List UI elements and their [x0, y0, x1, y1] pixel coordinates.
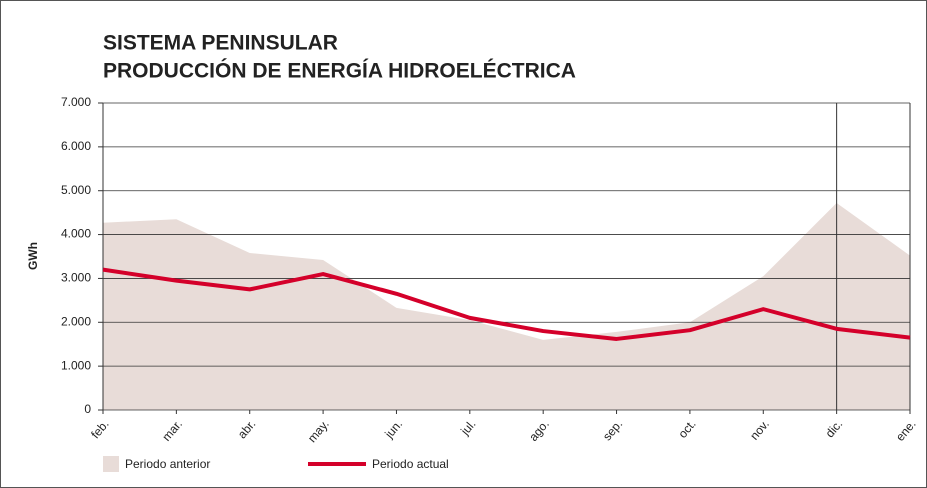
- x-tick-label: nov.: [747, 417, 772, 443]
- y-axis-label: GWh: [26, 242, 40, 270]
- y-tick-label: 3.000: [61, 271, 91, 285]
- x-tick-label: mar.: [159, 417, 185, 444]
- y-tick-label: 4.000: [61, 227, 91, 241]
- x-tick-label: abr.: [235, 417, 259, 441]
- line: [102, 267, 911, 341]
- area: [103, 202, 910, 410]
- legend-label: Periodo anterior: [125, 457, 210, 471]
- x-tick-label: jul.: [457, 417, 478, 439]
- chart-title: SISTEMA PENINSULAR: [103, 32, 338, 55]
- x-tick-label: feb.: [88, 417, 112, 441]
- y-tick-label: 7.000: [61, 95, 91, 109]
- chart-title: PRODUCCIÓN DE ENERGÍA HIDROELÉCTRICA: [103, 59, 576, 83]
- y-tick-label: 2.000: [61, 314, 91, 328]
- y-tick-label: 1.000: [61, 358, 91, 372]
- x-tick-label: may.: [305, 417, 332, 445]
- legend-swatch: [103, 456, 119, 472]
- x-tick-label: ago.: [526, 417, 552, 444]
- y-tick-label: 5.000: [61, 183, 91, 197]
- y-tick-label: 0: [84, 402, 91, 416]
- legend-label: Periodo actual: [372, 457, 449, 471]
- x-tick-label: ene.: [893, 417, 919, 444]
- x-tick-label: oct.: [675, 417, 698, 441]
- x-tick-label: sep.: [600, 417, 625, 443]
- x-tick-label: jun.: [381, 417, 405, 442]
- x-tick-label: dic.: [823, 417, 846, 440]
- y-tick-label: 6.000: [61, 139, 91, 153]
